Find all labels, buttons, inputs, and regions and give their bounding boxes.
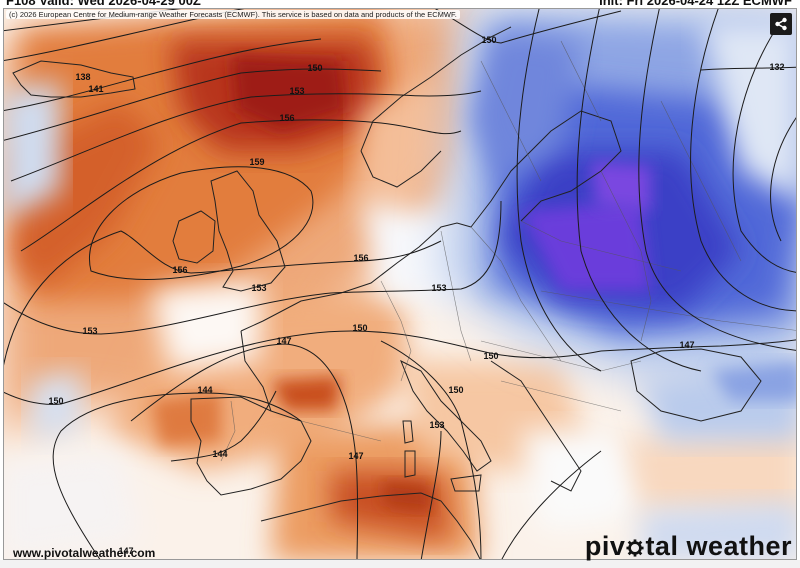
contour-label: 144	[197, 385, 212, 395]
contour-label: 156	[353, 253, 368, 263]
contour-label: 147	[679, 340, 694, 350]
contour-label: 147	[118, 546, 133, 556]
contour-label: 153	[251, 283, 266, 293]
map-canvas: 138 141 150 153 156 159 150 132 156 156 153 153 153 1…	[4, 9, 796, 559]
contour-label: 156	[172, 265, 187, 275]
coastlines	[12, 26, 762, 559]
gear-icon	[626, 539, 644, 557]
country-borders	[220, 40, 796, 462]
brand-text-post: tal weather	[645, 531, 792, 561]
contour-label: 132	[769, 62, 784, 72]
map-header: F108 Valid: Wed 2026-04-29 00Z Init: Fri…	[0, 0, 800, 8]
contour-label: 150	[481, 35, 496, 45]
contour-label: 150	[448, 385, 463, 395]
contour-label: 153	[82, 326, 97, 336]
contour-label: 147	[276, 336, 291, 346]
brand-text-pre: piv	[584, 531, 626, 561]
contour-label: 150	[307, 63, 322, 73]
contour-label: 144	[212, 449, 227, 459]
contour-label: 153	[431, 283, 446, 293]
contour-label: 156	[279, 113, 294, 123]
contour-label: 150	[483, 351, 498, 361]
footer-strip	[0, 560, 800, 568]
contour-label: 159	[249, 157, 264, 167]
brand-logo: piv tal weather	[585, 531, 792, 562]
contour-labels: 138 141 150 153 156 159 150 132 156 156 153 153 153 1…	[48, 35, 784, 556]
contour-label: 150	[48, 396, 63, 406]
share-icon	[775, 17, 787, 31]
cold-anomaly-field	[4, 9, 796, 559]
website-watermark[interactable]: www.pivotalweather.com	[13, 546, 156, 560]
valid-time-label: F108 Valid: Wed 2026-04-29 00Z	[6, 0, 201, 8]
contour-label: 147	[348, 451, 363, 461]
copyright-notice: (c) 2026 European Centre for Medium-rang…	[6, 10, 460, 19]
init-time-label: Init: Fri 2026-04-24 12Z ECMWF	[599, 0, 792, 8]
contour-label: 153	[429, 420, 444, 430]
weather-map[interactable]: 138 141 150 153 156 159 150 132 156 156 153 153 153 1…	[3, 8, 797, 560]
contour-label: 141	[88, 84, 103, 94]
contour-label: 150	[352, 323, 367, 333]
contour-label: 138	[75, 72, 90, 82]
contour-label: 153	[289, 86, 304, 96]
share-button[interactable]	[770, 13, 792, 35]
